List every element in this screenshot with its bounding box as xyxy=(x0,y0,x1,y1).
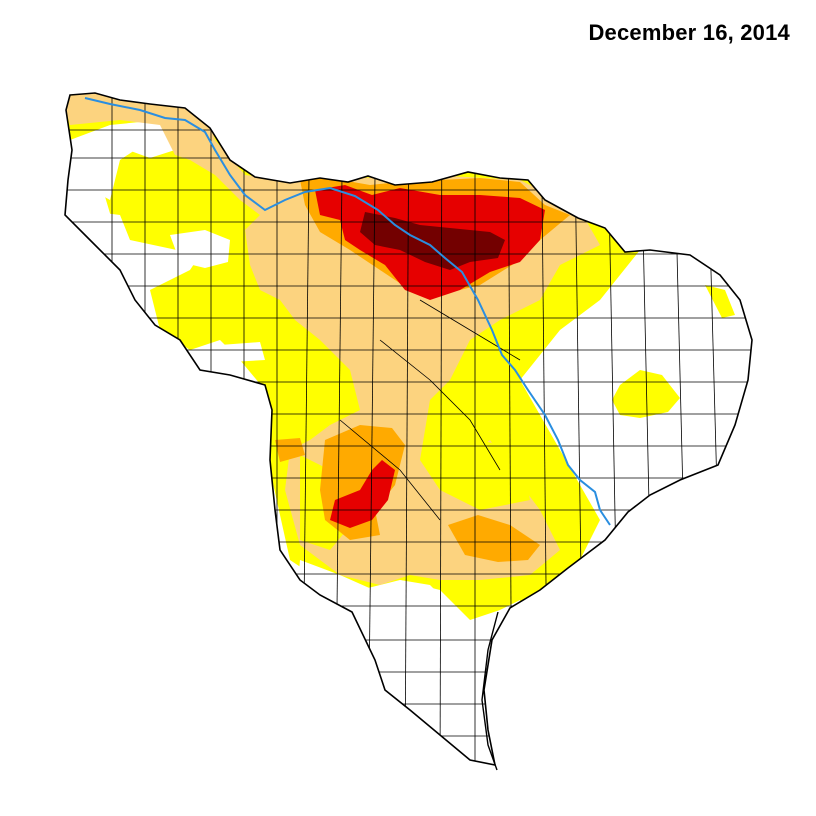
normal-area xyxy=(170,230,230,268)
drought-d2-area xyxy=(275,438,305,462)
river-line xyxy=(84,97,611,526)
drought-d3-area xyxy=(330,460,395,528)
barrier-island xyxy=(481,611,499,771)
drought-d2-area xyxy=(448,515,540,562)
region-outline xyxy=(64,92,753,767)
map-title: December 16, 2014 xyxy=(588,20,790,45)
drought-d0-area xyxy=(705,285,735,318)
normal-area xyxy=(128,128,175,158)
normal-area xyxy=(65,175,112,228)
normal-area xyxy=(220,342,265,362)
